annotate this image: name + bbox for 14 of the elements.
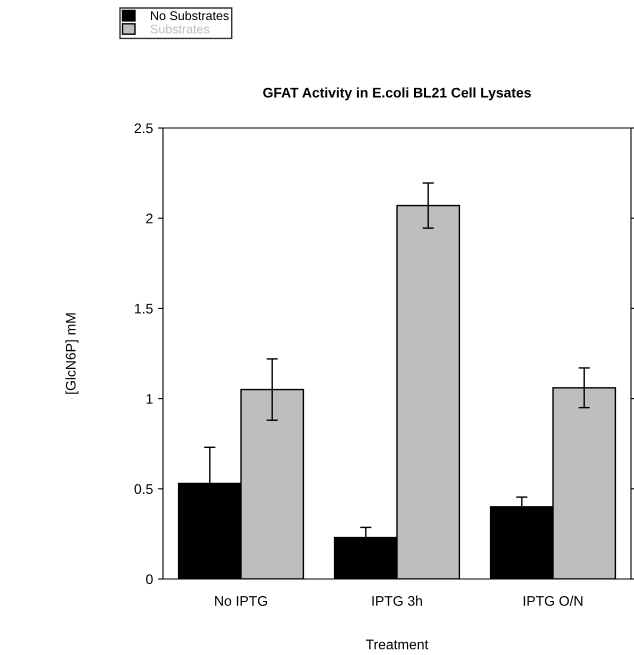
legend-label: No Substrates bbox=[151, 10, 229, 20]
y-tick-label: 0 bbox=[146, 574, 153, 584]
x-tick-label: IPTG O/N bbox=[524, 596, 582, 606]
y-tick-label: 2.5 bbox=[134, 123, 153, 134]
x-tick-label: IPTG 3h bbox=[372, 596, 422, 606]
y-tick-label: 1 bbox=[146, 394, 153, 404]
chart-title: GFAT Activity in E.coli BL21 Cell Lysates bbox=[263, 87, 531, 100]
y-tick-label: 0.5 bbox=[134, 484, 153, 494]
x-axis-title: Treatment bbox=[366, 640, 428, 650]
y-axis-title: [GlcN6P] mM bbox=[65, 313, 78, 394]
legend-label: Substrates bbox=[150, 24, 210, 34]
x-tick-label: No IPTG bbox=[215, 596, 267, 606]
y-tick-label: 1.5 bbox=[135, 304, 153, 314]
y-tick-label: 2 bbox=[146, 214, 153, 224]
